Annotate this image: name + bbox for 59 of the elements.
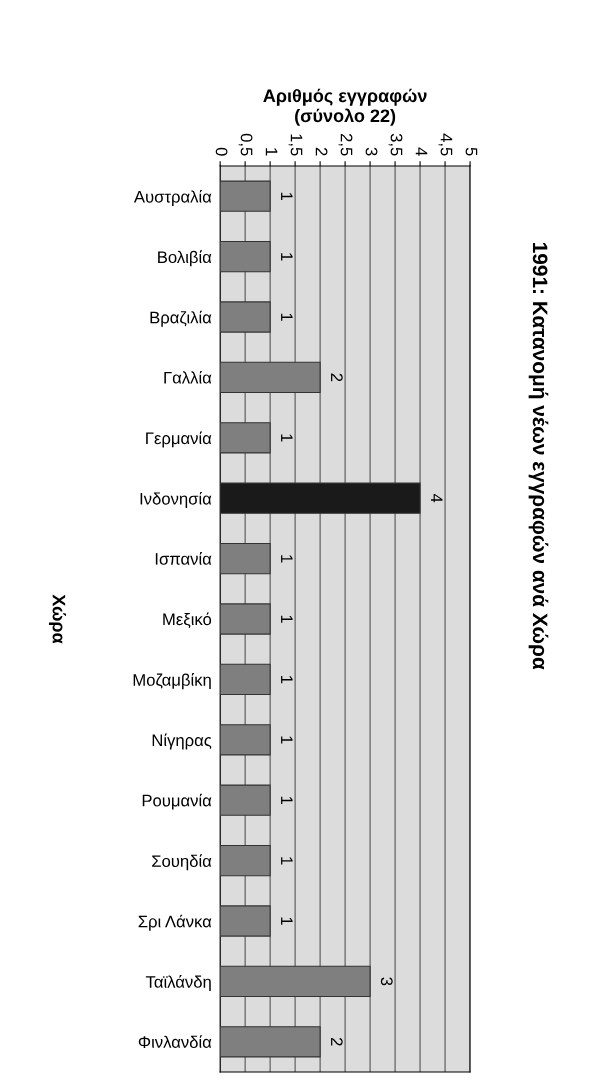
y-tick-label: Αυστραλία bbox=[133, 189, 212, 206]
y-tick-label: Σρι Λάνκα bbox=[138, 914, 212, 931]
data-label: 1 bbox=[281, 192, 293, 201]
x-tick-label: 0 bbox=[215, 147, 228, 156]
y-tick-label: Βραζιλία bbox=[150, 310, 212, 327]
bar bbox=[220, 240, 271, 273]
x-tick-label: 3 bbox=[365, 147, 378, 156]
y-tick-label: Φινλανδία bbox=[138, 1035, 212, 1048]
data-label: 1 bbox=[281, 676, 293, 684]
bar bbox=[220, 663, 271, 696]
x-axis-title: Αριθμός εγγραφών (σύνολο 22) bbox=[263, 88, 427, 126]
x-tick-label: 5 bbox=[465, 147, 478, 156]
bar bbox=[220, 844, 271, 877]
bar bbox=[220, 301, 271, 333]
bar bbox=[220, 542, 271, 575]
y-tick-label: Γερμανία bbox=[146, 431, 212, 448]
data-label: 3 bbox=[380, 977, 393, 986]
y-axis-title: Χώρα bbox=[48, 594, 67, 644]
data-label: 1 bbox=[281, 615, 293, 623]
data-label: 1 bbox=[281, 313, 293, 321]
data-label: 1 bbox=[281, 555, 293, 563]
bar bbox=[220, 482, 421, 514]
text: 1991: Κατανομή νέων εγγραφών ανά Χώρα bbox=[528, 243, 549, 670]
bar bbox=[220, 180, 271, 212]
bar bbox=[220, 905, 271, 937]
bar bbox=[220, 784, 271, 816]
data-label: 1 bbox=[281, 434, 293, 442]
y-tick-label: Νίγηρας bbox=[152, 733, 212, 750]
bar bbox=[220, 965, 371, 998]
data-label: 2 bbox=[331, 1037, 343, 1046]
data-label: 1 bbox=[281, 857, 293, 865]
bar bbox=[220, 603, 271, 635]
bar bbox=[220, 361, 321, 394]
x-tick-label: 4 bbox=[415, 147, 428, 156]
data-label: 1 bbox=[281, 796, 293, 805]
y-tick-label: Βολιβία bbox=[158, 250, 212, 267]
data-label: 2 bbox=[331, 373, 343, 382]
data-label: 4 bbox=[431, 493, 443, 503]
x-tick-label: 2,5 bbox=[338, 133, 353, 156]
y-tick-label: Γαλλία bbox=[164, 370, 212, 384]
data-label: 1 bbox=[281, 253, 293, 261]
x-tick-label: 2 bbox=[315, 147, 328, 156]
data-label: 1 bbox=[281, 917, 293, 925]
x-tick-label: 4,5 bbox=[438, 133, 453, 156]
y-tick-label: Ρουμανία bbox=[142, 793, 212, 810]
bar bbox=[220, 422, 271, 454]
x-tick-label: 1,5 bbox=[288, 134, 303, 156]
x-tick-label: 0,5 bbox=[238, 133, 253, 156]
y-tick-label: Μοζαμβίκη bbox=[133, 673, 211, 690]
y-tick-label: Ταϊλάνδη bbox=[145, 975, 211, 992]
bar bbox=[220, 1026, 321, 1058]
bar bbox=[220, 724, 271, 756]
y-tick-label: Μεξικό bbox=[163, 612, 212, 628]
data-label: 1 bbox=[281, 736, 293, 744]
x-tick-label: 1 bbox=[265, 148, 278, 156]
x-tick-label: 3,5 bbox=[388, 133, 403, 156]
y-tick-label: Ισπανία bbox=[155, 552, 212, 565]
y-tick-label: Ινδονησία bbox=[140, 491, 212, 508]
y-tick-label: Σουηδία bbox=[152, 854, 212, 871]
